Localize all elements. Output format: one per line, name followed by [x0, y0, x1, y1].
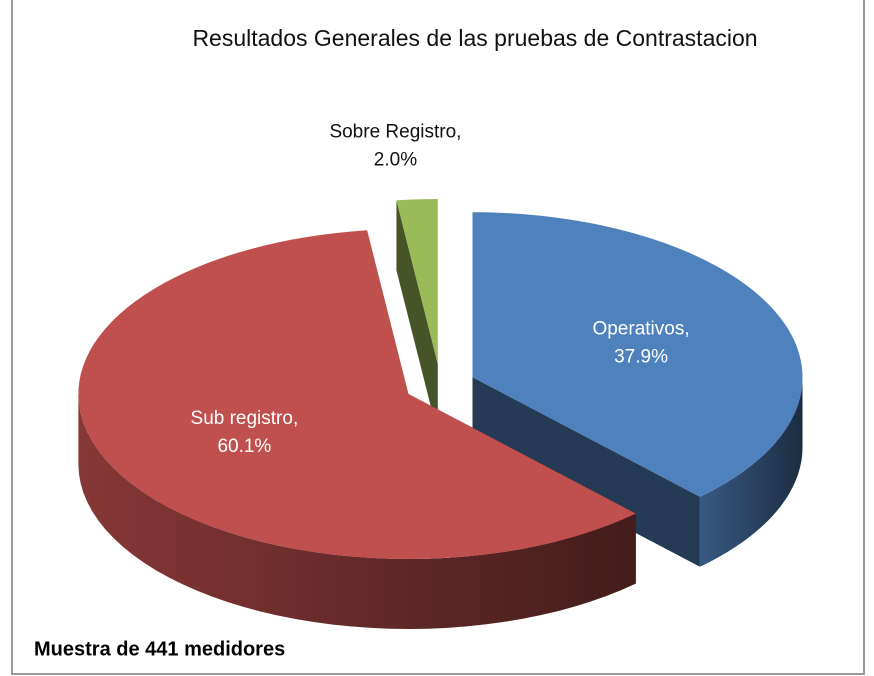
slice-side — [472, 377, 700, 567]
slice-top — [396, 199, 438, 365]
slice-wall — [78, 394, 636, 630]
data-label-name: Sobre Registro, — [329, 122, 461, 143]
data-label-name: Operativos, — [592, 319, 689, 340]
slice-side — [396, 200, 438, 435]
slice-top — [472, 212, 803, 497]
data-label-value: 60.1% — [217, 436, 271, 457]
slice-top — [78, 230, 636, 559]
annotation: Muestra de 441 medidores — [34, 638, 285, 660]
chart-title: Resultados Generales de las pruebas de C… — [192, 25, 757, 51]
data-label-value: 2.0% — [374, 150, 417, 171]
pie-slice — [78, 230, 636, 630]
slice-wall — [699, 377, 803, 567]
data-label-value: 37.9% — [614, 347, 668, 368]
pie-slice — [396, 199, 438, 435]
pie-slice — [472, 212, 803, 567]
data-label-name: Sub registro, — [191, 408, 299, 429]
